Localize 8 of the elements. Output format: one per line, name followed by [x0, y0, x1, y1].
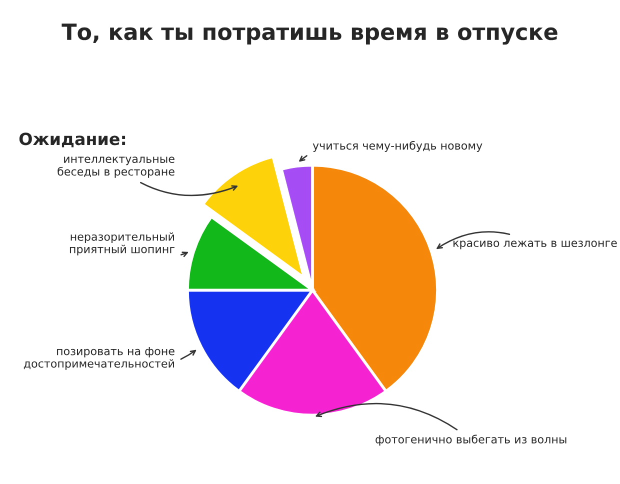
slice-label: красиво лежать в шезлонге	[454, 240, 617, 250]
slice-label: учиться чему-нибудь новому	[312, 140, 482, 152]
chart-title: То, как ты потратишь время в отпуске	[62, 24, 558, 45]
slice-label: интеллектуальные беседы в ресторане	[58, 156, 174, 178]
chart-subtitle: Ожидание:	[19, 132, 126, 148]
slice-label: фотогенично выбегать из волны	[376, 434, 566, 446]
slice-label: позировать на фоне достопримечательностей	[24, 347, 174, 370]
slice-label: неразорительный приятный шопинг	[70, 232, 174, 256]
